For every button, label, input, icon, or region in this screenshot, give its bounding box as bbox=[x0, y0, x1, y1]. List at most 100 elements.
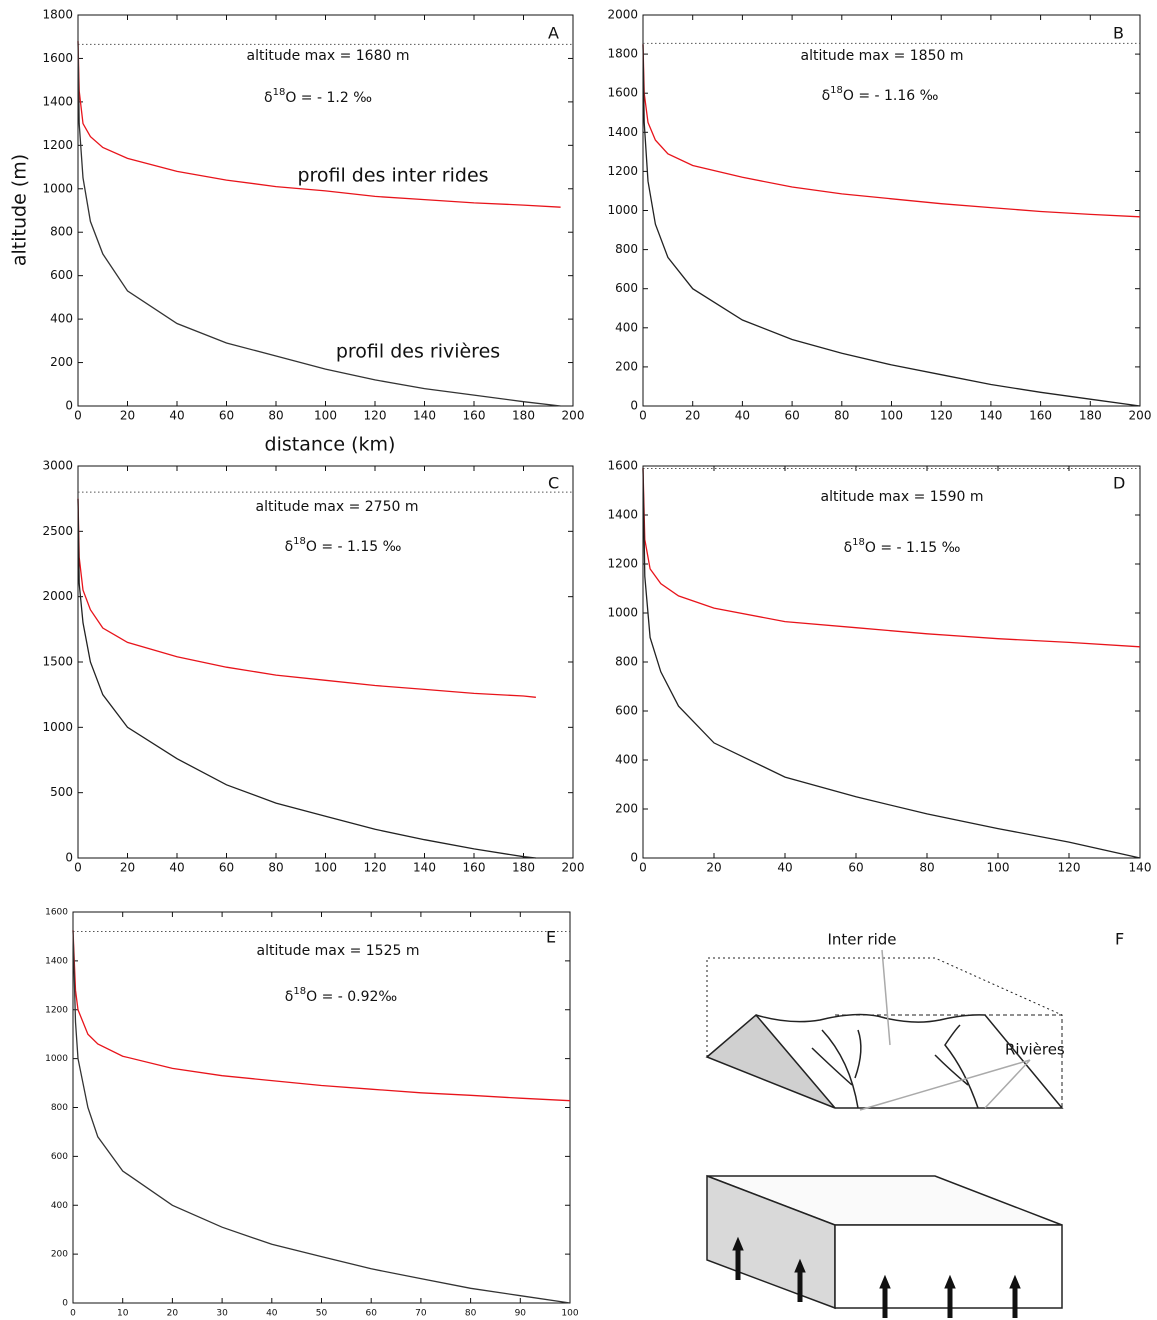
x-tick-label: 140 bbox=[413, 861, 436, 875]
x-tick-label: 20 bbox=[706, 861, 721, 875]
delta-label: δ18O = - 1.16 ‰ bbox=[822, 85, 939, 104]
delta-text: O = - 0.92‰ bbox=[306, 989, 397, 1005]
y-tick-label: 0 bbox=[630, 399, 638, 413]
delta-text: O = - 1.16 ‰ bbox=[843, 88, 939, 104]
x-tick-label: 200 bbox=[562, 861, 585, 875]
profile-line bbox=[72, 930, 571, 1304]
y-tick-label: 1000 bbox=[607, 606, 638, 620]
y-tick-label: 1200 bbox=[45, 1005, 68, 1015]
y-tick-label: 0 bbox=[630, 851, 638, 865]
uplift-arrows bbox=[732, 1236, 1021, 1318]
x-tick-label: 80 bbox=[268, 409, 283, 423]
river bbox=[811, 1029, 862, 1109]
y-tick-label: 1200 bbox=[42, 138, 73, 152]
plot-frame bbox=[642, 465, 1141, 859]
y-tick-label: 500 bbox=[50, 785, 73, 799]
y-tick-label: 1600 bbox=[607, 459, 638, 473]
x-tick-label: 60 bbox=[219, 409, 234, 423]
x-tick-label: 100 bbox=[314, 409, 337, 423]
max-altitude-label: altitude max = 1525 m bbox=[256, 943, 419, 959]
x-tick-label: 60 bbox=[219, 861, 234, 875]
x-tick-label: 60 bbox=[365, 1309, 377, 1319]
delta-text: O = - 1.15 ‰ bbox=[306, 539, 402, 555]
y-tick-label: 0 bbox=[62, 1299, 68, 1309]
y-tick-label: 800 bbox=[50, 225, 73, 239]
panel-label: F bbox=[1115, 930, 1124, 949]
delta-label: δ18O = - 1.15 ‰ bbox=[844, 537, 961, 556]
plot-frame bbox=[77, 465, 574, 859]
y-tick-label: 600 bbox=[615, 281, 638, 295]
dashed-frame bbox=[835, 1014, 1063, 1108]
y-tick-label: 0 bbox=[65, 851, 73, 865]
y-tick-label: 2500 bbox=[42, 524, 73, 538]
profile-line bbox=[77, 498, 536, 698]
y-tick-label: 1400 bbox=[607, 508, 638, 522]
y-tick-label: 400 bbox=[50, 312, 73, 326]
delta-text: O = - 1.2 ‰ bbox=[285, 90, 372, 106]
y-tick-label: 1400 bbox=[607, 125, 638, 139]
x-tick-label: 40 bbox=[266, 1309, 278, 1319]
x-tick-label: 0 bbox=[74, 861, 82, 875]
y-tick-label: 800 bbox=[51, 1103, 68, 1113]
profile-line bbox=[77, 498, 536, 859]
max-altitude-label: altitude max = 1590 m bbox=[820, 489, 983, 505]
x-tick-label: 80 bbox=[919, 861, 934, 875]
x-tick-label: 160 bbox=[1029, 409, 1052, 423]
delta-sup: 18 bbox=[273, 87, 286, 98]
curve-label: profil des rivières bbox=[336, 341, 500, 363]
delta-sup: 18 bbox=[293, 536, 306, 547]
y-tick-label: 1000 bbox=[42, 720, 73, 734]
max-altitude-label: altitude max = 1680 m bbox=[246, 48, 409, 64]
y-tick-label: 1500 bbox=[42, 655, 73, 669]
delta-sup: 18 bbox=[852, 537, 865, 548]
delta-symbol: δ bbox=[844, 540, 853, 556]
x-tick-label: 20 bbox=[120, 861, 135, 875]
y-tick-label: 600 bbox=[615, 704, 638, 718]
x-tick-label: 80 bbox=[268, 861, 283, 875]
y-tick-label: 1600 bbox=[45, 908, 68, 918]
y-tick-label: 3000 bbox=[42, 459, 73, 473]
x-tick-label: 100 bbox=[880, 409, 903, 423]
delta-text: O = - 1.15 ‰ bbox=[865, 540, 961, 556]
x-tick-label: 0 bbox=[639, 861, 647, 875]
x-tick-label: 40 bbox=[777, 861, 792, 875]
inter-ride-label: Inter ride bbox=[827, 931, 896, 949]
x-tick-label: 120 bbox=[364, 409, 387, 423]
max-altitude-label: altitude max = 2750 m bbox=[255, 499, 418, 515]
x-tick-label: 50 bbox=[316, 1309, 328, 1319]
y-tick-label: 600 bbox=[50, 268, 73, 282]
y-tick-label: 1000 bbox=[45, 1054, 68, 1064]
y-tick-label: 800 bbox=[615, 655, 638, 669]
profile-line bbox=[72, 930, 571, 1102]
ridge-top bbox=[755, 1013, 1064, 1109]
delta-symbol: δ bbox=[285, 539, 294, 555]
y-tick-label: 0 bbox=[65, 399, 73, 413]
delta-sup: 18 bbox=[830, 85, 843, 96]
plot-frame bbox=[72, 911, 571, 1304]
x-tick-label: 0 bbox=[639, 409, 647, 423]
delta-symbol: δ bbox=[285, 989, 294, 1005]
y-tick-label: 400 bbox=[615, 320, 638, 334]
y-tick-label: 600 bbox=[51, 1152, 68, 1162]
x-tick-label: 60 bbox=[784, 409, 799, 423]
y-tick-label: 2000 bbox=[607, 8, 638, 22]
y-tick-label: 1600 bbox=[42, 51, 73, 65]
profile-line bbox=[642, 44, 1141, 407]
x-tick-label: 90 bbox=[515, 1309, 527, 1319]
x-tick-label: 0 bbox=[70, 1309, 76, 1319]
x-tick-label: 160 bbox=[463, 409, 486, 423]
y-tick-label: 400 bbox=[51, 1201, 68, 1211]
panel-label: A bbox=[548, 24, 559, 43]
y-tick-label: 1000 bbox=[42, 181, 73, 195]
ridge-face bbox=[705, 1013, 836, 1109]
x-tick-label: 200 bbox=[1129, 409, 1152, 423]
y-axis-label: altitude (m) bbox=[9, 154, 31, 266]
delta-label: δ18O = - 1.15 ‰ bbox=[285, 536, 402, 555]
profile-line bbox=[642, 44, 1141, 218]
y-tick-label: 1600 bbox=[607, 86, 638, 100]
delta-label: δ18O = - 0.92‰ bbox=[285, 986, 398, 1005]
delta-label: δ18O = - 1.2 ‰ bbox=[264, 87, 372, 106]
curve-label: profil des inter rides bbox=[297, 165, 488, 187]
profile-line bbox=[642, 468, 1141, 859]
x-tick-label: 140 bbox=[413, 409, 436, 423]
